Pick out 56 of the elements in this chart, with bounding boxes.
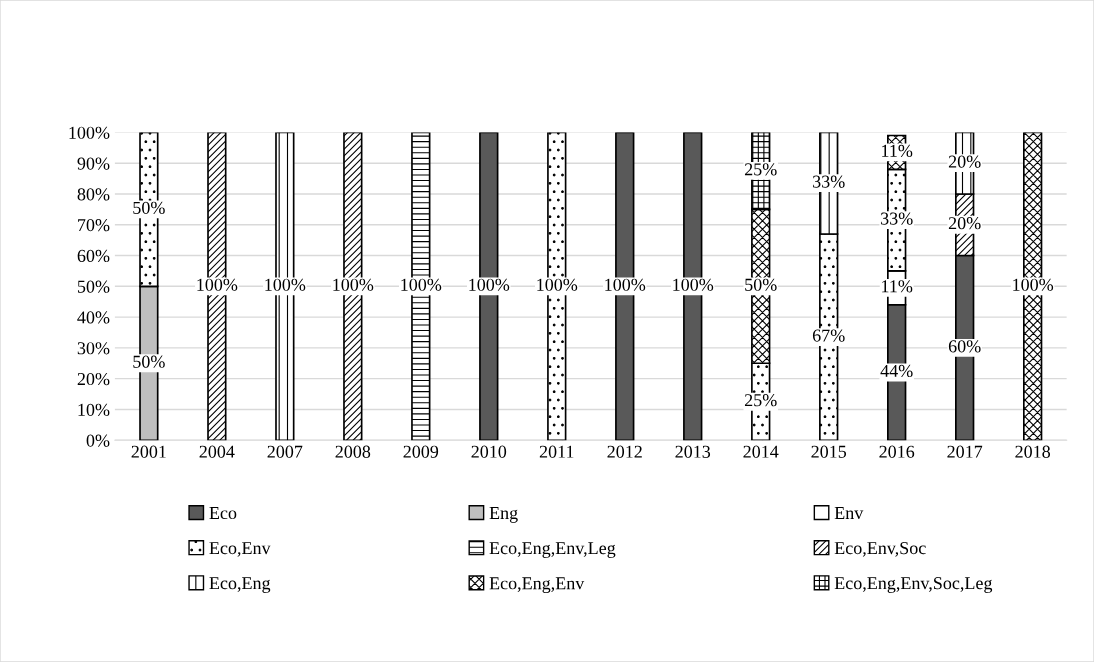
legend-label: Env	[834, 507, 864, 520]
legend-label: Eco,Env,Soc	[834, 542, 926, 557]
x-tick-label: 2007	[267, 445, 303, 458]
x-tick-label: 2015	[811, 445, 847, 458]
legend-label: Eco,Eng,Env,Leg	[489, 542, 616, 558]
data-label: 100%	[401, 278, 442, 291]
x-tick-label: 2018	[1015, 445, 1051, 458]
data-label: 60%	[948, 340, 981, 353]
y-tick-label: 80%	[77, 188, 110, 201]
y-tick-label: 40%	[77, 311, 110, 324]
x-tick-label: 2008	[335, 445, 371, 458]
x-tick-label: 2009	[403, 445, 439, 458]
y-tick-label: 50%	[77, 280, 110, 293]
x-tick-label: 2004	[199, 445, 235, 458]
data-label: 100%	[1013, 278, 1054, 291]
x-tick-label: 2001	[131, 445, 166, 458]
legend-label: Eco,Eng,Env,Soc,Leg	[834, 577, 993, 593]
data-label: 20%	[948, 217, 981, 230]
y-tick-label: 10%	[78, 403, 110, 416]
data-label: 50%	[745, 278, 777, 291]
data-label: 33%	[881, 212, 913, 225]
data-label: 100%	[673, 278, 714, 291]
data-label: 25%	[744, 394, 777, 407]
legend-label: Eco,Eng,Env	[489, 577, 585, 594]
y-tick-label: 0%	[86, 434, 110, 447]
x-tick-label: 2016	[879, 445, 915, 458]
y-tick-label: 70%	[78, 219, 110, 232]
legend-label: Eng	[489, 507, 518, 523]
data-label: 50%	[133, 355, 165, 368]
y-tick-label: 30%	[77, 342, 110, 355]
data-label: 33%	[813, 175, 845, 188]
legend-label: Eco	[209, 507, 237, 520]
y-tick-label: 60%	[77, 249, 110, 263]
data-label: 20%	[948, 155, 981, 168]
data-label: 44%	[880, 364, 913, 378]
data-label: 11%	[882, 144, 913, 157]
x-tick-label: 2013	[675, 445, 711, 458]
x-tick-label: 2010	[471, 445, 507, 458]
x-tick-label: 2017	[947, 445, 983, 458]
x-tick-label: 2011	[539, 445, 574, 458]
legend-label: Eco,Env	[209, 542, 271, 557]
data-label: 25%	[744, 163, 777, 176]
data-label: 100%	[605, 278, 646, 291]
y-tick-label: 100%	[69, 126, 110, 139]
data-label: 100%	[469, 278, 510, 291]
x-tick-label: 2014	[743, 445, 779, 458]
data-label: 100%	[197, 278, 238, 291]
x-tick-label: 2012	[607, 445, 642, 458]
data-label: 100%	[333, 278, 374, 291]
y-tick-label: 90%	[77, 157, 110, 170]
y-tick-label: 20%	[77, 372, 110, 386]
data-label: 100%	[537, 278, 578, 291]
data-label: 50%	[133, 201, 165, 214]
data-label: 67%	[812, 329, 845, 342]
legend-label: Eco,Eng	[209, 577, 271, 593]
data-label: 100%	[265, 278, 306, 291]
